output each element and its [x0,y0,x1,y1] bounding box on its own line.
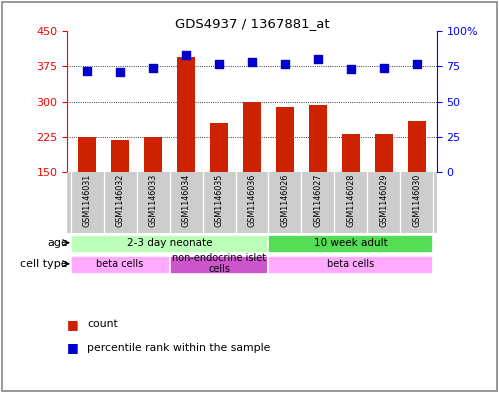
Point [347,66,355,72]
Point [380,65,388,71]
Point [116,69,124,75]
Text: 10 week adult: 10 week adult [314,238,388,248]
Text: beta cells: beta cells [96,259,144,269]
Text: GSM1146026: GSM1146026 [280,174,289,227]
Text: GSM1146027: GSM1146027 [313,174,322,227]
Point [281,61,289,67]
Bar [111,140,129,172]
Point [149,65,157,71]
Text: GSM1146036: GSM1146036 [248,174,256,227]
Bar [177,57,195,172]
Text: GSM1146031: GSM1146031 [83,174,92,227]
Text: count: count [87,319,118,329]
Point [248,59,256,66]
Text: age: age [47,238,68,248]
Bar [71,235,268,253]
Point [215,61,223,67]
Text: GSM1146034: GSM1146034 [182,174,191,227]
Bar [268,235,433,253]
Bar [375,134,393,172]
Text: GSM1146035: GSM1146035 [215,174,224,227]
Text: ■: ■ [67,341,79,354]
Bar [276,107,294,172]
Point [182,52,190,59]
Point [83,68,91,74]
Text: GSM1146029: GSM1146029 [379,174,388,227]
Title: GDS4937 / 1367881_at: GDS4937 / 1367881_at [175,17,329,30]
Bar [342,134,360,172]
Text: non-endocrine islet
cells: non-endocrine islet cells [172,253,266,274]
Bar [243,101,261,172]
Text: ■: ■ [67,318,79,331]
Bar [71,255,170,274]
Text: GSM1146033: GSM1146033 [149,174,158,227]
Text: cell type: cell type [20,259,68,269]
Point [413,61,421,67]
Text: percentile rank within the sample: percentile rank within the sample [87,343,270,353]
Bar [268,255,433,274]
Bar [408,121,426,172]
Bar [309,105,327,172]
Text: GSM1146032: GSM1146032 [116,174,125,227]
Text: GSM1146028: GSM1146028 [346,174,355,227]
Bar [210,123,228,172]
Text: GSM1146030: GSM1146030 [412,174,421,227]
Text: beta cells: beta cells [327,259,375,269]
Point [314,56,322,62]
Bar [170,255,268,274]
Text: 2-3 day neonate: 2-3 day neonate [127,238,212,248]
Bar [78,137,96,172]
Bar [144,137,162,172]
